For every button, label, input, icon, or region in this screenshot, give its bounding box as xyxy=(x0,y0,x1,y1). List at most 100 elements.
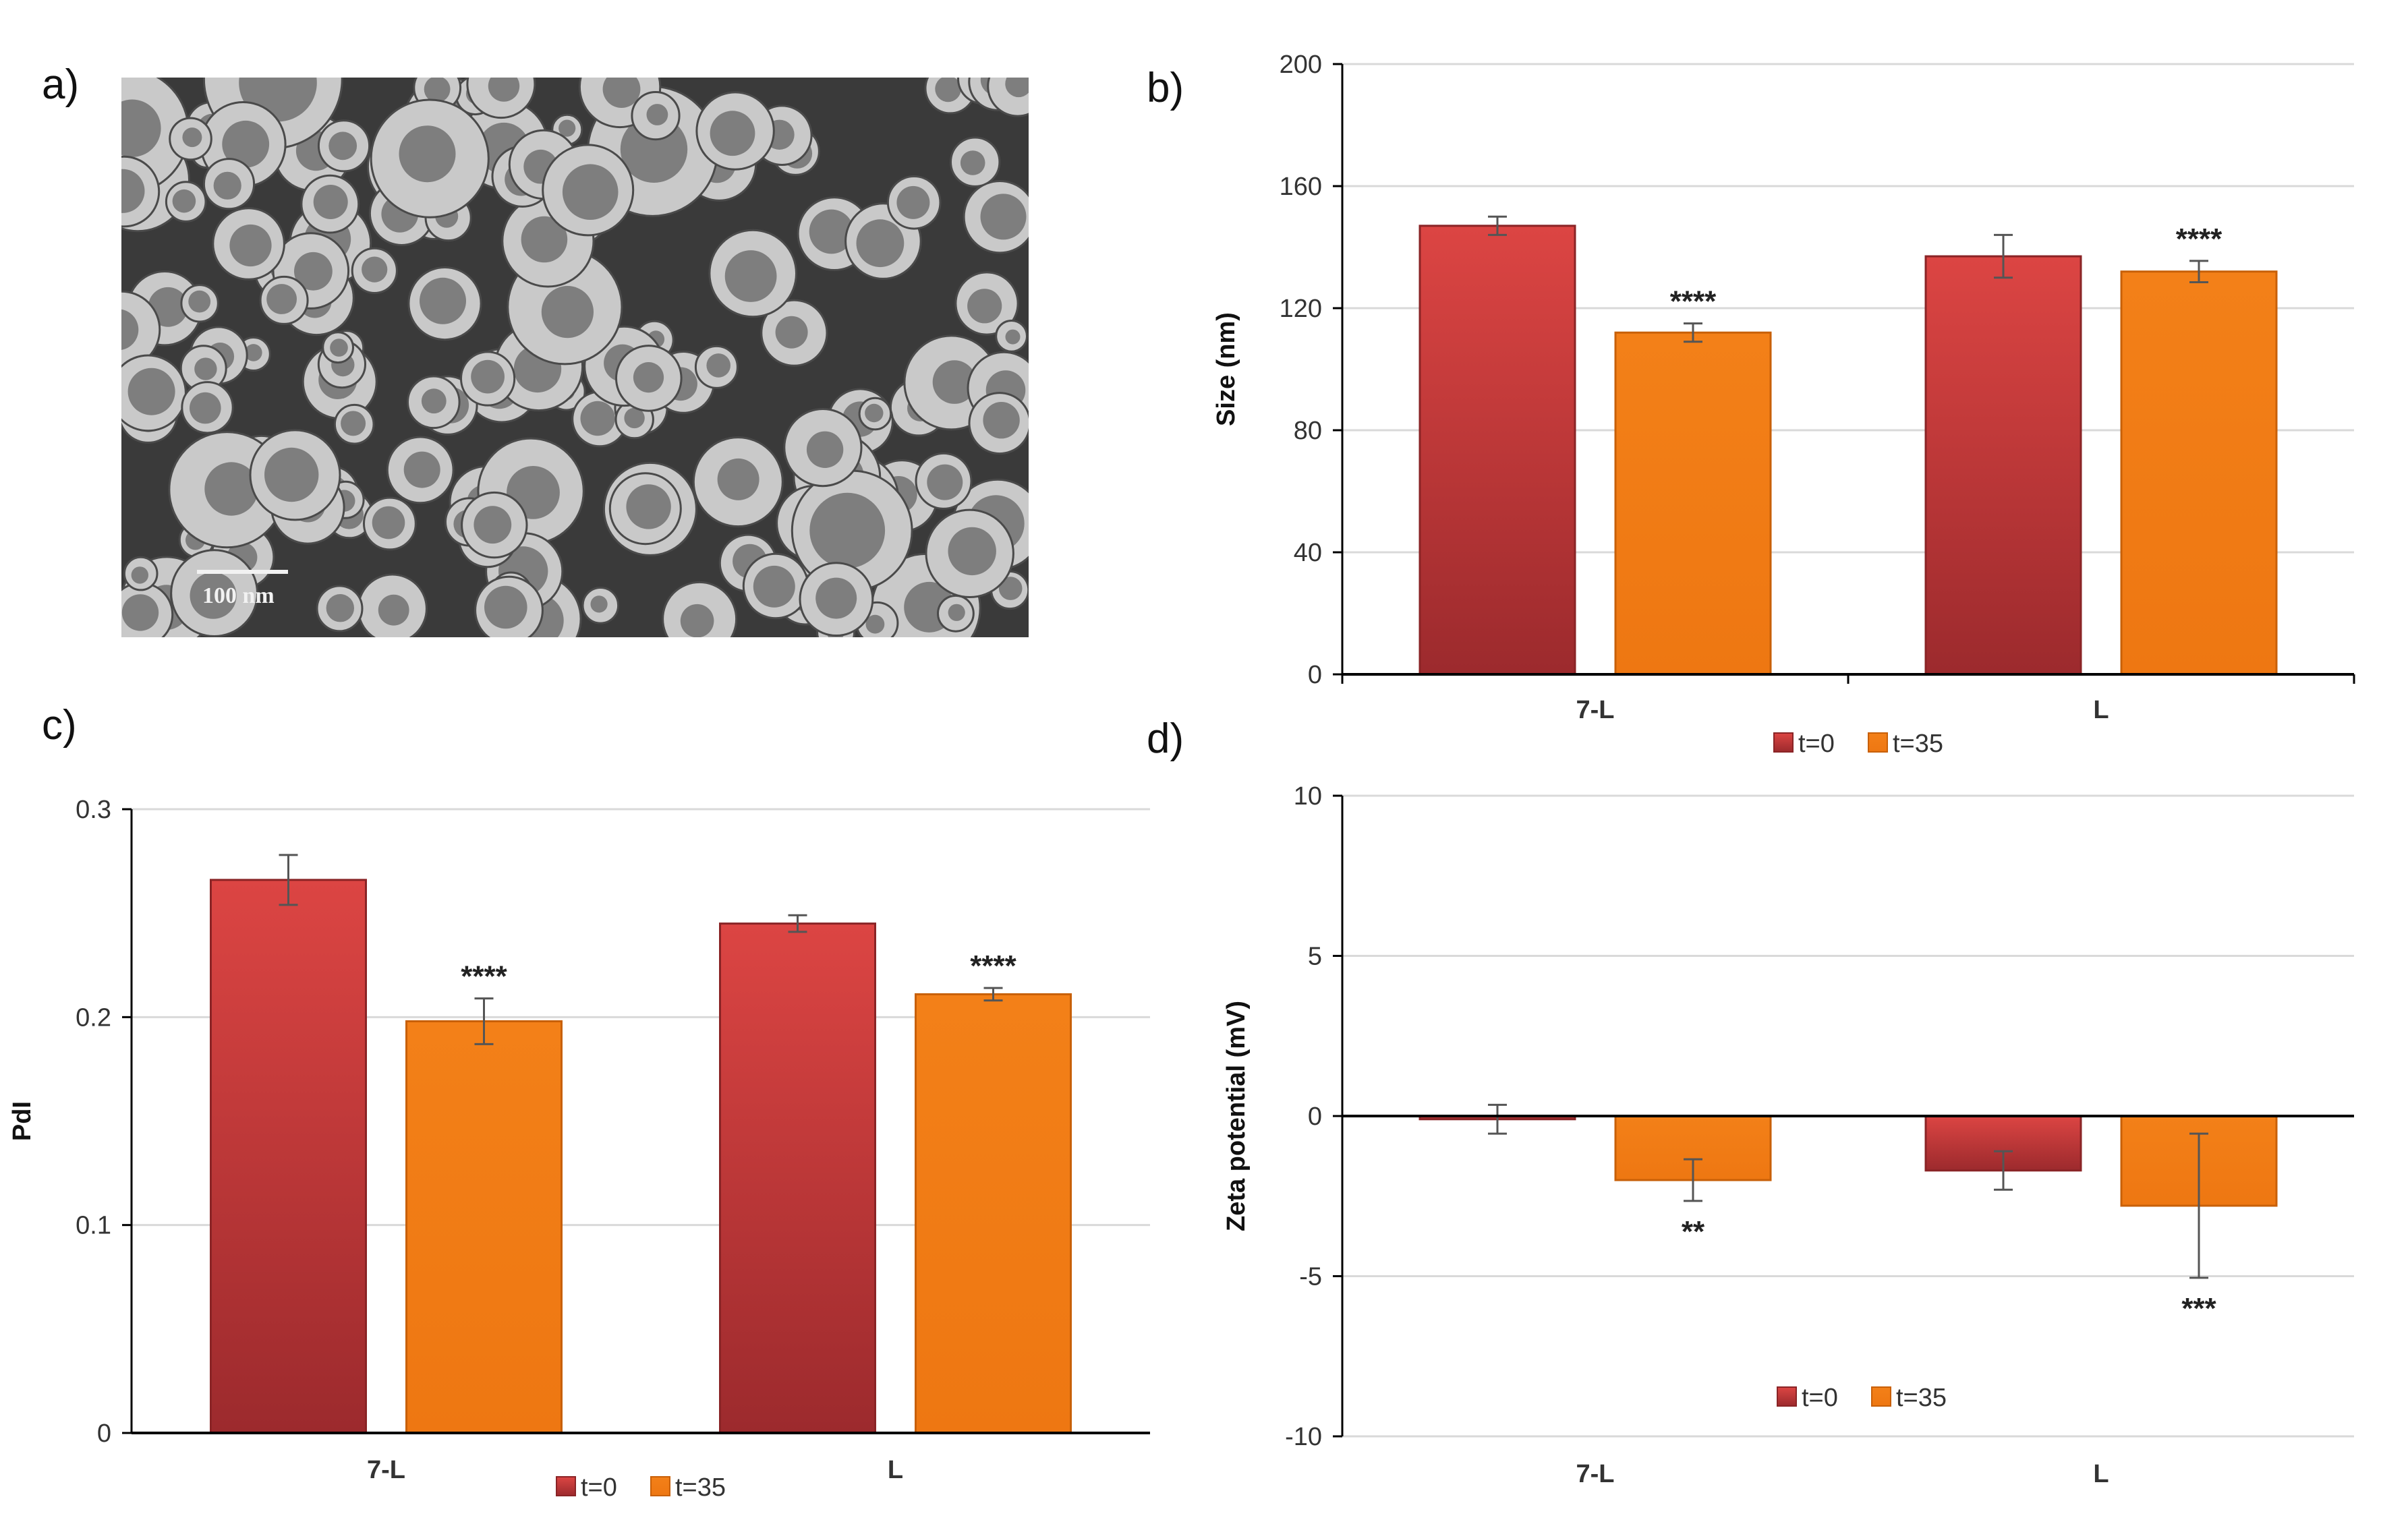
vesicle-core xyxy=(488,78,520,102)
vesicle-core xyxy=(328,131,357,160)
vesicle-core xyxy=(624,407,645,429)
y-tick-label: 200 xyxy=(1280,51,1322,79)
vesicle-core xyxy=(121,309,139,351)
y-tick-label: 0 xyxy=(97,1419,111,1448)
vesicle-core xyxy=(521,216,568,263)
vesicle-core xyxy=(266,284,297,314)
vesicle-core xyxy=(602,78,641,108)
vesicle-core xyxy=(809,209,854,254)
vesicle-core xyxy=(896,185,930,219)
vesicle-core xyxy=(399,125,456,183)
vesicle-core xyxy=(313,185,348,219)
y-tick-label: 40 xyxy=(1294,539,1322,567)
vesicle-core xyxy=(190,572,237,619)
tem-micrograph: 100 nm xyxy=(121,78,1029,637)
vesicle xyxy=(121,290,161,370)
vesicle-core xyxy=(980,194,1027,240)
y-tick-label: 120 xyxy=(1280,295,1322,323)
significance-label: *** xyxy=(2181,1292,2216,1325)
chart-c: 0 0.1 0.2 0.3 PdI **** 7-L **** Lt=0 t=35 xyxy=(8,796,1150,1502)
significance-label: **** xyxy=(970,949,1016,983)
vesicle-core xyxy=(330,339,348,357)
vesicle-core xyxy=(865,614,885,634)
bar-t0-7-L xyxy=(1418,225,1576,676)
vesicle-core xyxy=(121,594,159,631)
legend-label: t=35 xyxy=(1896,1384,1947,1412)
vesicle-core xyxy=(372,506,405,539)
vesicle-core xyxy=(562,164,619,220)
vesicle-core xyxy=(194,357,217,380)
vesicle-core xyxy=(378,594,409,626)
vesicle-core xyxy=(421,388,447,414)
panel-a-label: a) xyxy=(42,61,80,108)
vesicle-core xyxy=(710,111,755,156)
vesicle-core xyxy=(960,150,985,175)
vesicle-core xyxy=(403,451,440,488)
vesicle-core xyxy=(127,368,175,415)
y-tick-label: 10 xyxy=(1294,782,1322,811)
legend-label: t=0 xyxy=(1798,730,1835,758)
vesicle-core xyxy=(983,402,1020,439)
vesicle-core xyxy=(815,577,857,619)
vesicle-core xyxy=(420,277,466,324)
vesicle-core xyxy=(948,604,965,621)
vesicle-core xyxy=(809,492,886,568)
legend-swatch xyxy=(1871,1386,1891,1407)
y-axis-label: PdI xyxy=(8,1101,36,1141)
scale-bar-label: 100 nm xyxy=(202,583,275,608)
vesicle-core xyxy=(856,219,905,268)
significance-label: ** xyxy=(1682,1215,1705,1248)
bar-t35-7-L xyxy=(1614,331,1772,676)
vesicle-core xyxy=(865,403,884,423)
scale-bar xyxy=(197,570,288,574)
vesicle-core xyxy=(121,99,161,157)
vesicle-core xyxy=(806,431,844,468)
y-tick-label: -5 xyxy=(1299,1263,1322,1291)
bar-t35-7-L xyxy=(405,1020,563,1434)
vesicle-core xyxy=(935,78,961,102)
category-label: 7-L xyxy=(367,1456,405,1484)
category-label: L xyxy=(2093,1460,2109,1488)
vesicle-core xyxy=(188,290,211,313)
bar-t0-L xyxy=(719,922,876,1434)
panel-c-label: c) xyxy=(42,702,77,749)
vesicle-core xyxy=(362,256,388,283)
vesicle-core xyxy=(326,594,354,622)
legend-label: t=0 xyxy=(1802,1384,1838,1412)
y-tick-label: 0 xyxy=(1308,661,1322,689)
vesicle-core xyxy=(998,577,1023,600)
y-tick-label: 0.3 xyxy=(76,796,111,824)
vesicle-core xyxy=(558,119,576,137)
y-tick-label: -10 xyxy=(1285,1423,1322,1451)
legend-swatch xyxy=(1868,732,1888,753)
vesicle-core xyxy=(229,224,272,267)
vesicle-core xyxy=(121,169,145,213)
vesicle-core xyxy=(182,127,202,148)
chart-b: 0 40 80 120 160 200 Size (nm) **** 7-L **** Lt=0 t=… xyxy=(1212,51,2355,758)
vesicle-core xyxy=(245,344,262,361)
vesicle-core xyxy=(967,289,1002,324)
legend-swatch xyxy=(1773,732,1794,753)
category-label: L xyxy=(888,1456,903,1484)
legend-swatch xyxy=(650,1476,670,1496)
vesicle-core xyxy=(948,527,996,576)
legend-swatch xyxy=(1777,1386,1797,1407)
vesicle-core xyxy=(190,392,221,424)
vesicle-core xyxy=(932,360,977,404)
vesicle-core xyxy=(724,250,777,302)
category-label: 7-L xyxy=(1576,1460,1615,1488)
category-label: 7-L xyxy=(1576,696,1615,724)
legend-label: t=35 xyxy=(675,1473,726,1502)
vesicle-core xyxy=(680,604,714,637)
y-axis-label: Zeta potential (mV) xyxy=(1222,1001,1251,1231)
vesicle-core xyxy=(927,464,963,500)
vesicle-core xyxy=(706,353,730,378)
vesicle-core xyxy=(474,506,512,544)
vesicle-core xyxy=(204,462,258,516)
y-axis-label: Size (nm) xyxy=(1212,312,1240,426)
panel-b-label: b) xyxy=(1147,65,1184,111)
vesicle-core xyxy=(131,566,148,584)
significance-label: **** xyxy=(461,960,507,993)
legend-swatch xyxy=(556,1476,576,1496)
